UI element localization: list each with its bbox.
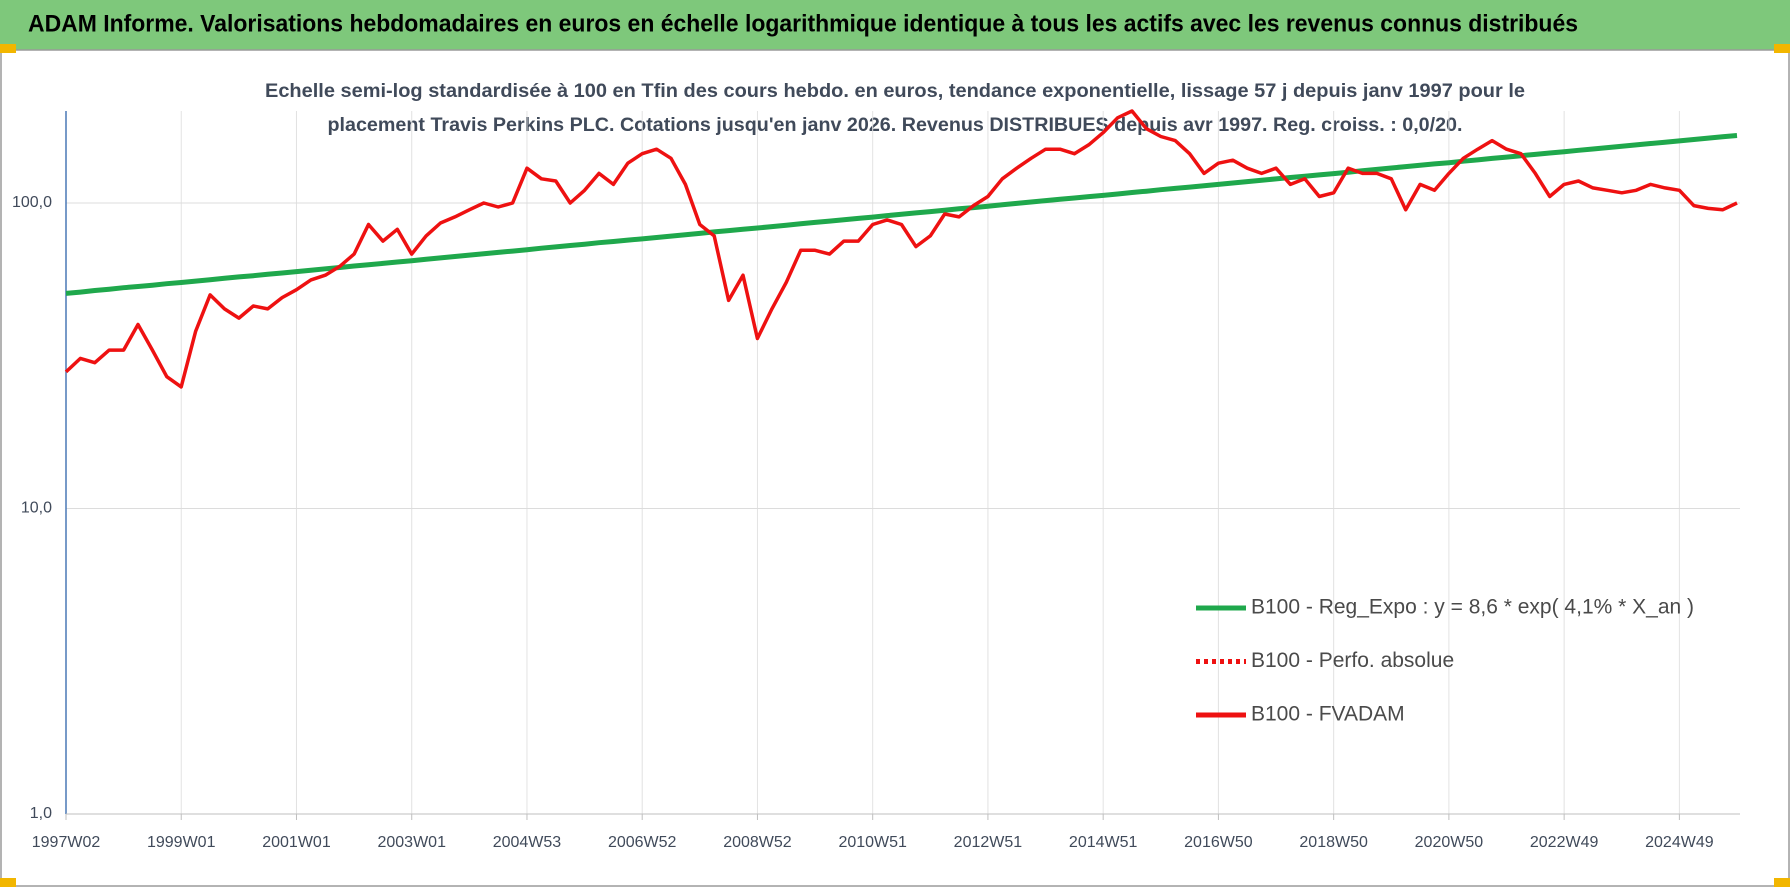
corner — [0, 878, 16, 887]
chart-title: placement Travis Perkins PLC. Cotations … — [328, 115, 1463, 136]
x-tick-label: 2020W50 — [1415, 834, 1484, 851]
x-tick-label: 2012W51 — [954, 834, 1023, 851]
x-tick-label: 2022W49 — [1530, 834, 1599, 851]
y-tick-label: 100,0 — [12, 194, 52, 211]
corner — [0, 44, 16, 53]
y-tick-label: 1,0 — [30, 805, 52, 822]
x-tick-label: 2001W01 — [262, 834, 331, 851]
legend-label: B100 - FVADAM — [1251, 703, 1405, 726]
x-tick-label: 2006W52 — [608, 834, 677, 851]
y-tick-label: 10,0 — [21, 500, 52, 517]
header-bar — [0, 0, 1790, 50]
x-tick-label: 1999W01 — [147, 834, 216, 851]
frame — [0, 49, 1790, 887]
x-tick-label: 2003W01 — [377, 834, 446, 851]
series-line — [64, 109, 1738, 389]
chart-title: Echelle semi-log standardisée à 100 en T… — [265, 81, 1525, 102]
x-tick-label: 2004W53 — [493, 834, 562, 851]
x-tick-label: 2024W49 — [1645, 834, 1714, 851]
legend-label: B100 - Perfo. absolue — [1251, 649, 1454, 672]
x-tick-label: 2014W51 — [1069, 834, 1138, 851]
x-tick-label: 1997W02 — [32, 834, 101, 851]
x-tick-label: 2008W52 — [723, 834, 792, 851]
legend-label: B100 - Reg_Expo : y = 8,6 * exp( 4,1% * … — [1251, 596, 1694, 619]
x-tick-label: 2018W50 — [1299, 834, 1368, 851]
x-tick-label: 2010W51 — [838, 834, 907, 851]
corner — [1774, 44, 1790, 53]
x-tick-label: 2016W50 — [1184, 834, 1253, 851]
corner — [1774, 878, 1790, 887]
header-title: ADAM Informe. Valorisations hebdomadaire… — [28, 10, 1578, 37]
